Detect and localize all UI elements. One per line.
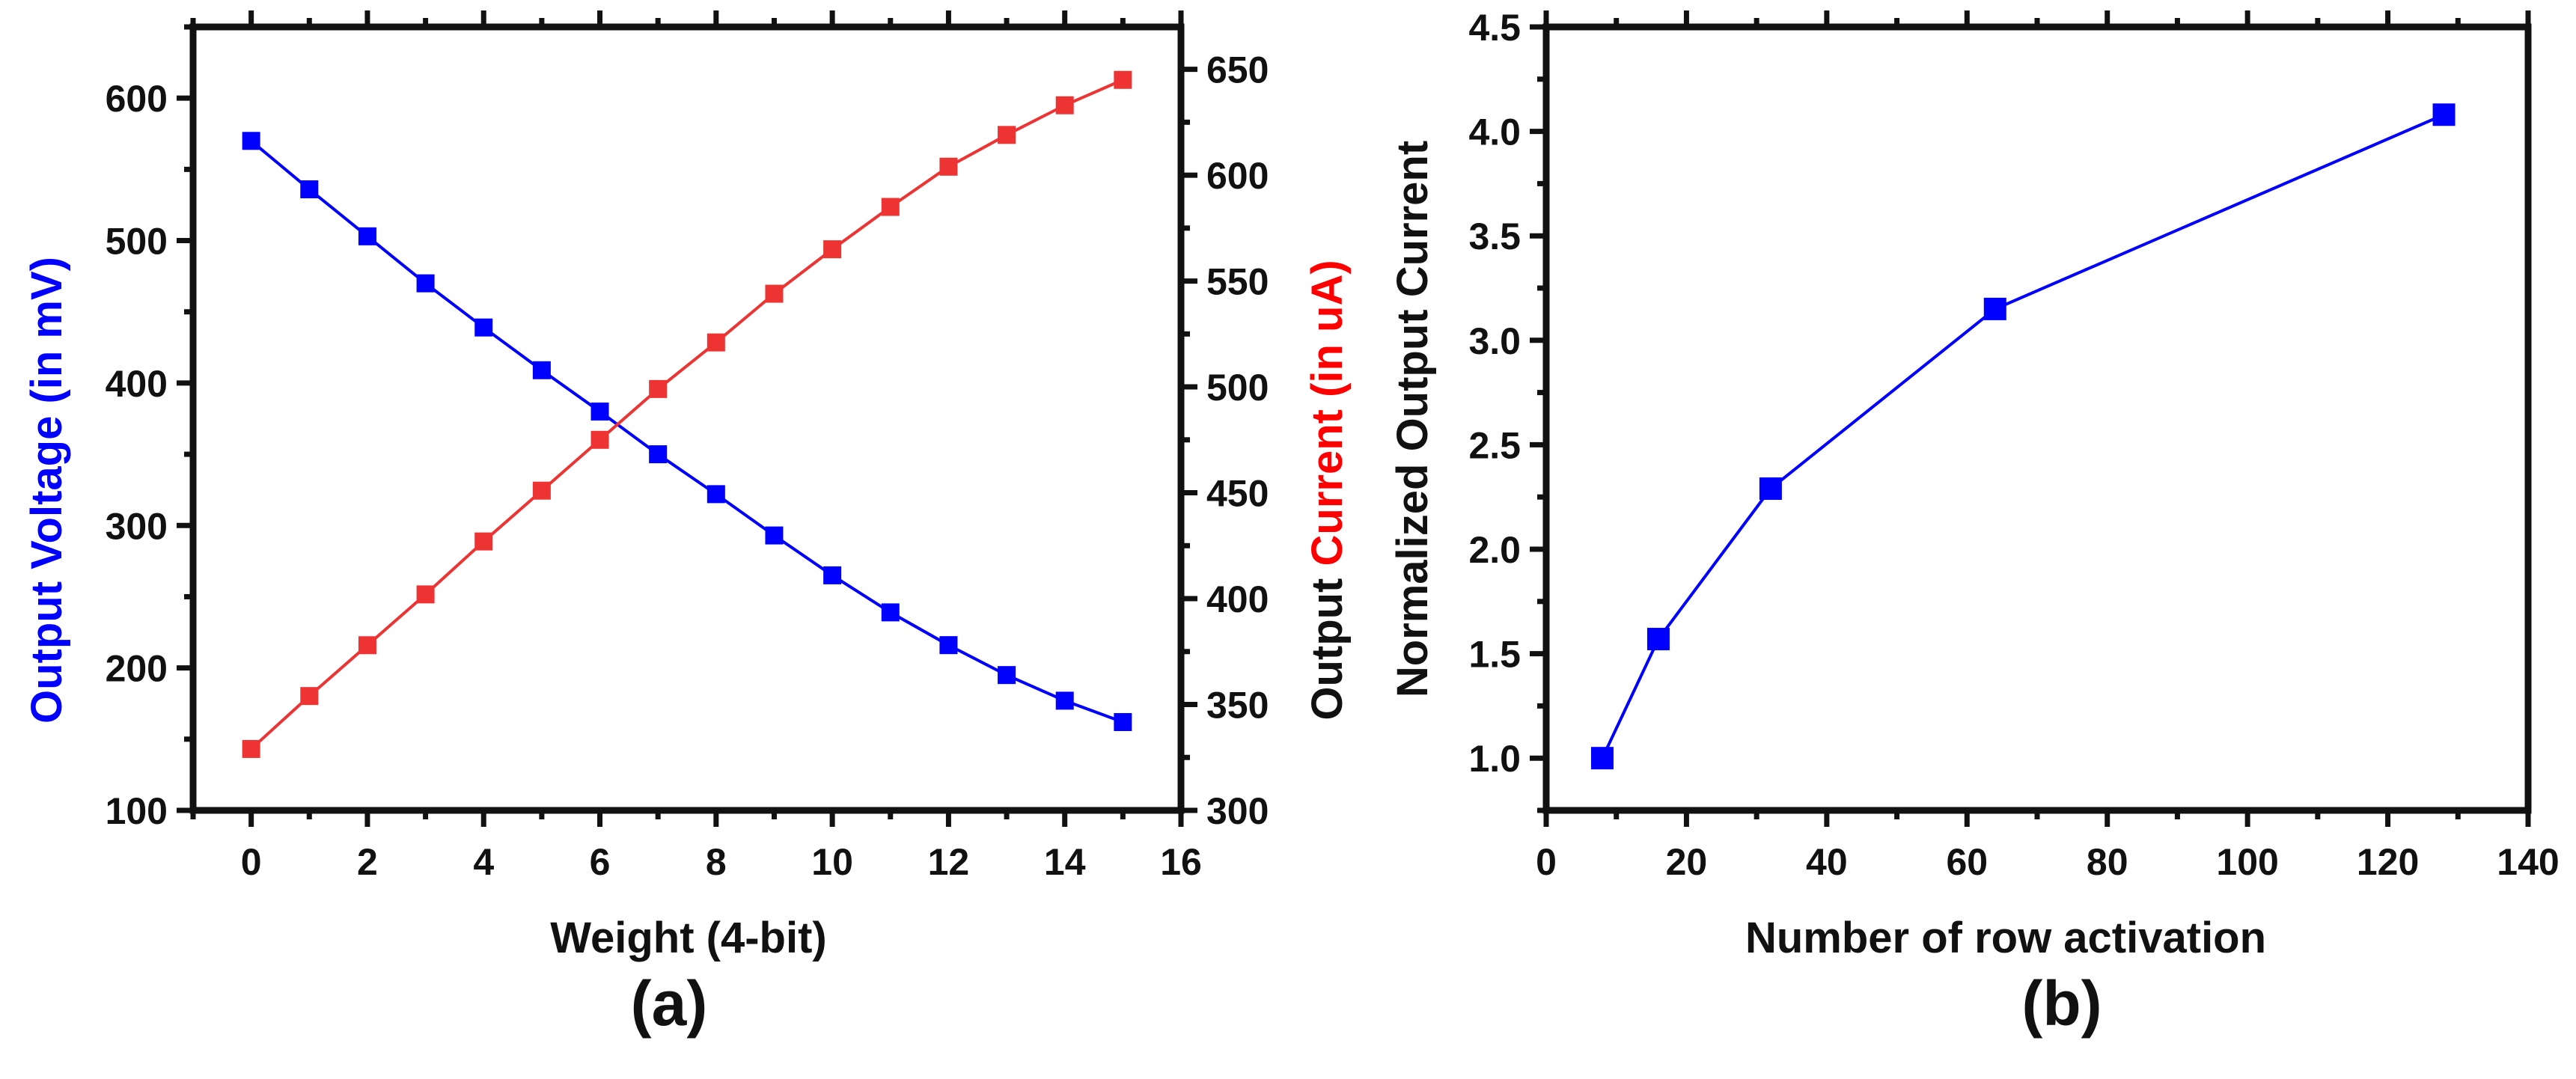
panel-b-x-axis-label: Number of row activation [1745,914,2266,962]
panel-a-series-right-point [590,430,609,449]
panel-a-series-left-point [416,274,435,293]
panel-b-series-point [1590,747,1614,770]
panel-b-series-point [2432,103,2456,126]
panel-a-right-y-axis-label: Output Current (in uA) [1303,260,1352,720]
panel-a-left-y-tick-label: 600 [106,78,168,120]
panel-a-series-left-point [649,445,668,464]
panel-b-frame [1542,23,2532,814]
panel-a-series-right-line [250,78,1124,751]
panel-a-series-left-point [1055,691,1074,710]
panel-a-series-right-point [881,198,900,216]
panel-a-right-y-tick-label: 450 [1206,473,1269,515]
panel-a-marks [242,70,1132,758]
panel-a-series-right-point [532,481,551,500]
panel-a-series-left-point [242,132,260,150]
panel-a-series-left-point [474,318,493,337]
panel-a-series-right-point [939,157,958,176]
panel-a-series-right-point [300,687,319,706]
panel-a-series-right-point [242,739,260,758]
panel-a-right-y-axis-label-part-2: Current (in uA) [1303,260,1352,566]
panel-b-x-tick-label: 20 [1666,841,1708,883]
panel-a-x-tick-label: 10 [811,841,853,883]
panel-a-right-y-tick-label: 350 [1206,685,1269,727]
panel-b-series-point [1759,477,1782,501]
panel-b-axes: 0 20 40 60 80 100 120 140 1.0 1.5 2.0 2.5 3.0 3.5 4.0 4… [1468,7,2559,883]
panel-b-y-tick-label: 2.0 [1468,529,1521,571]
panel-a-series-left-point [765,526,784,545]
panel-a-series-left-point [358,227,376,245]
panel-a-x-tick-label: 8 [706,841,727,883]
panel-b-y-tick-label: 1.0 [1468,738,1521,780]
panel-a-caption: (a) [631,968,708,1039]
panel-a-x-tick-label: 6 [590,841,611,883]
panel-a-series-left-point [939,636,958,655]
panel-a-x-tick-label: 14 [1044,841,1086,883]
panel-a-x-tick-label: 0 [241,841,262,883]
panel-a-right-y-tick-label: 650 [1206,49,1269,91]
panel-b-x-tick-label: 0 [1536,841,1557,883]
panel-b-x-tick-label: 100 [2216,841,2278,883]
panel-a-series-right-point [1055,96,1074,114]
panel-a-series-left-point [706,485,725,504]
panel-a-series-right-point [1114,70,1132,89]
panel-b-y-tick-label: 3.0 [1468,320,1521,362]
panel-b-marks [1590,103,2456,770]
panel-b-x-tick-label: 60 [1946,841,1988,883]
panel-a-x-tick-label: 12 [928,841,970,883]
panel-a-x-tick-label: 4 [473,841,494,883]
panel-a-series-right-point [416,585,435,604]
panel-b-x-tick-label: 40 [1806,841,1848,883]
panel-a-x-tick-label: 2 [357,841,378,883]
panel-b-caption: (b) [2021,968,2102,1039]
panel-a-series-right-point [998,126,1016,144]
panel-b-y-tick-label: 4.0 [1468,111,1521,153]
panel-a-left-y-axis-label: Output Voltage (in mV) [22,257,71,724]
panel-a-x-tick-label: 16 [1160,841,1202,883]
panel-a-series-left-point [881,603,900,622]
panel-b-series-line [1601,113,2445,759]
panel-b-y-axis-label: Normalized Output Current [1388,141,1437,697]
panel-a-series-left-line [250,139,1124,724]
panel-a-series-left-point [300,180,319,199]
panel-a-axes: 0 2 4 6 8 10 12 14 16 100 200 300 400 500 600 300 350 400… [106,10,1269,883]
panel-a-left-y-tick-label: 200 [106,648,168,690]
panel-a-series-right-point [358,636,376,655]
panel-a-x-axis-label: Weight (4-bit) [550,914,826,962]
panel-b-y-tick-label: 4.5 [1468,7,1521,49]
panel-b-y-tick-label: 2.5 [1468,424,1521,466]
panel-b-x-tick-label: 80 [2087,841,2128,883]
panel-a-left-y-tick-label: 400 [106,363,168,405]
panel-a-series-left-point [998,666,1016,685]
panel-b-y-tick-label: 1.5 [1468,634,1521,676]
panel-a-chart: 0 2 4 6 8 10 12 14 16 100 200 300 400 500 600 300 350 400… [22,10,1352,1039]
panel-a-frame [189,23,1185,814]
panel-a-series-left-point [532,361,551,379]
panel-a-right-y-axis-label-part-1: Output [1303,566,1352,721]
panel-a-series-left-point [1114,712,1132,731]
panel-a-right-y-tick-label: 400 [1206,578,1269,620]
panel-a-right-y-tick-label: 300 [1206,790,1269,832]
panel-b-x-tick-label: 140 [2497,841,2559,883]
panel-a-left-y-tick-label: 500 [106,221,168,263]
panel-b-y-tick-label: 3.5 [1468,216,1521,257]
panel-a-right-y-tick-label: 600 [1206,155,1269,197]
panel-a-left-y-tick-label: 100 [106,790,168,832]
panel-b-chart: 0 20 40 60 80 100 120 140 1.0 1.5 2.0 2.5 3.0 3.5 4.0 4… [1388,7,2560,1039]
panel-a-series-right-point [706,333,725,352]
panel-a-series-right-point [823,240,842,259]
panel-a-right-y-tick-label: 500 [1206,367,1269,409]
panel-b-series-point [1983,297,2006,320]
panel-a-left-y-tick-label: 300 [106,505,168,547]
panel-a-series-right-point [765,284,784,303]
panel-a-right-y-tick-label: 550 [1206,261,1269,303]
panel-a-series-left-point [590,402,609,421]
panel-b-series-point [1646,628,1670,651]
panel-a-series-left-point [823,566,842,584]
panel-a-series-right-point [474,532,493,551]
panel-a-series-right-point [649,379,668,398]
panel-b-x-tick-label: 120 [2357,841,2419,883]
